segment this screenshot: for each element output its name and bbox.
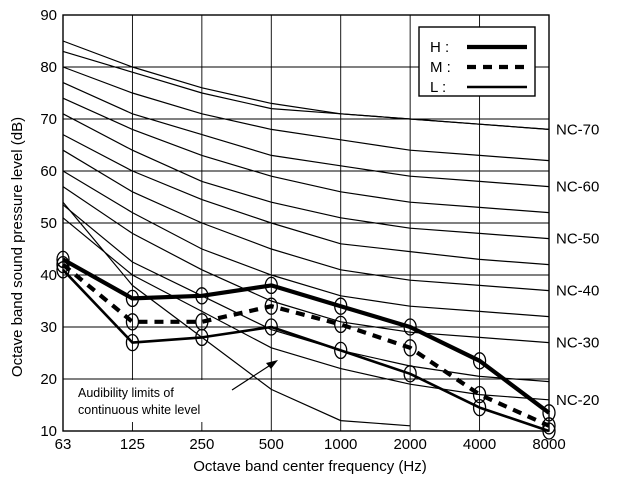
series-h-line — [61, 257, 551, 415]
plot-frame — [62, 14, 550, 432]
audibility-curve-line — [62, 201, 411, 427]
marker-l-2000 — [403, 365, 417, 383]
legend-label-l: L : — [430, 79, 446, 96]
nc-curve-11 — [62, 40, 550, 130]
nc-curve-2 — [62, 186, 550, 344]
nc-label-nc-50: NC-50 — [556, 231, 599, 248]
y-tick-10: 10 — [40, 423, 57, 440]
marker-m-1000 — [334, 315, 348, 334]
nc-label-nc-60: NC-60 — [556, 179, 599, 196]
marker-l-125 — [125, 333, 140, 352]
x-axis-label: Octave band center frequency (Hz) — [193, 458, 426, 475]
x-tick-4000: 4000 — [463, 436, 496, 453]
nc-curves — [62, 40, 550, 401]
audibility-annotation: Audibility limits of continuous white le… — [73, 360, 278, 422]
nc-curve-9 — [62, 66, 550, 162]
series-l-line — [62, 268, 550, 433]
marker-m-500 — [264, 297, 278, 315]
nc-curve-labels: NC-20 NC-30 NC-40 NC-50 NC-60 NC-70 — [556, 121, 599, 408]
y-tick-30: 30 — [40, 319, 57, 336]
nc-curve-7 — [62, 97, 550, 214]
nc-curve-5 — [62, 134, 550, 266]
legend-label-m: M : — [430, 59, 451, 76]
marker-l-250 — [195, 328, 209, 347]
legend: H : M : L : — [418, 26, 536, 97]
x-tick-125: 125 — [120, 436, 145, 453]
y-tick-80: 80 — [40, 59, 57, 76]
marker-m-4000 — [472, 385, 487, 404]
nc-curve-6 — [62, 113, 550, 240]
marker-h-250 — [195, 287, 209, 305]
nc-label-nc-40: NC-40 — [556, 283, 599, 300]
marker-l-1000 — [334, 341, 348, 360]
x-tick-8000: 8000 — [532, 436, 565, 453]
marker-h-125 — [125, 289, 140, 308]
x-tick-250: 250 — [189, 436, 214, 453]
nc-label-nc-20: NC-20 — [556, 392, 599, 409]
x-tick-500: 500 — [259, 436, 284, 453]
x-tick-1000: 1000 — [324, 436, 357, 453]
series-lines — [61, 257, 551, 433]
nc-label-nc-30: NC-30 — [556, 335, 599, 352]
annotation-line-2: continuous white level — [78, 403, 200, 417]
marker-l-4000 — [472, 398, 487, 417]
y-tick-20: 20 — [40, 371, 57, 388]
nc-label-nc-70: NC-70 — [556, 121, 599, 138]
nc-curve-0 — [62, 217, 550, 401]
marker-m-2000 — [403, 339, 417, 357]
x-tick-63: 63 — [55, 436, 72, 453]
marker-m-125 — [125, 313, 140, 331]
y-tick-90: 90 — [40, 7, 57, 24]
y-axis-label: Octave band sound pressure level (dB) — [9, 117, 26, 377]
series-m-line — [61, 262, 550, 428]
y-tick-40: 40 — [40, 267, 57, 284]
audibility-limit-curve — [62, 201, 411, 427]
marker-h-4000 — [472, 352, 487, 370]
marker-h-2000 — [403, 318, 417, 336]
y-tick-70: 70 — [40, 111, 57, 128]
nc-curve-4 — [62, 149, 550, 292]
nc-curve-8 — [62, 82, 550, 188]
annotation-arrowhead — [266, 360, 278, 369]
y-tick-60: 60 — [40, 163, 57, 180]
legend-box — [418, 26, 536, 97]
x-tick-labels: 63 125 250 500 1000 2000 4000 8000 — [55, 436, 566, 453]
x-tick-2000: 2000 — [393, 436, 426, 453]
y-tick-labels: 10 20 30 40 50 60 70 80 90 — [40, 7, 57, 440]
legend-label-h: H : — [430, 39, 449, 56]
marker-h-1000 — [334, 297, 348, 315]
y-tick-50: 50 — [40, 215, 57, 232]
marker-l-500 — [264, 318, 278, 336]
annotation-line-1: Audibility limits of — [78, 386, 174, 400]
nc-curve-3 — [62, 170, 550, 318]
annotation-arrow-shaft — [231, 363, 273, 391]
marker-h-500 — [264, 276, 278, 295]
